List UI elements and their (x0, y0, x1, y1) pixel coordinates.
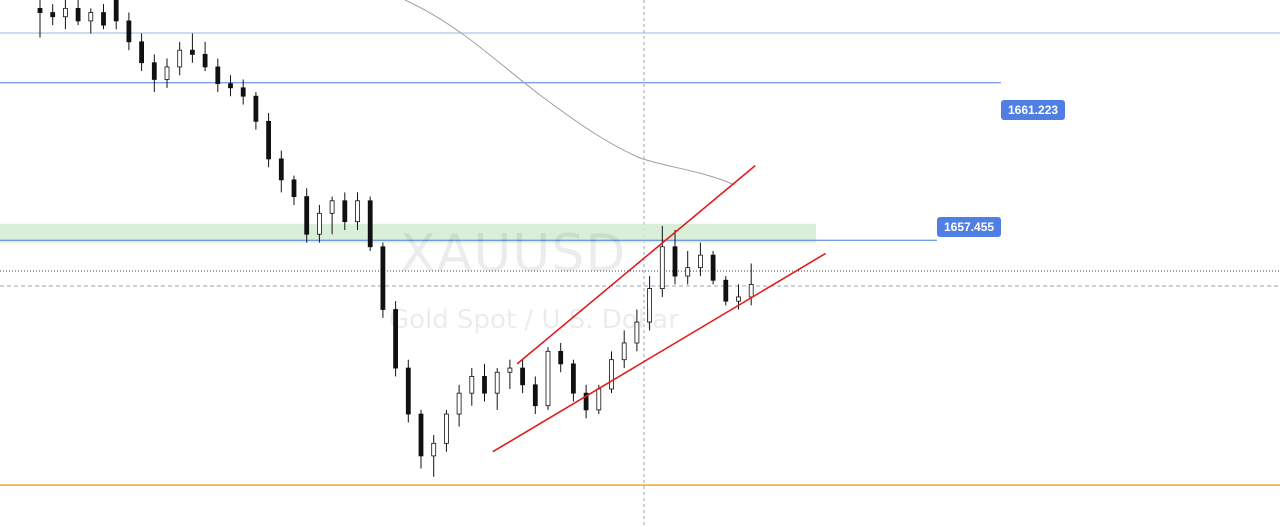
candle-body (189, 49, 195, 55)
channel-upper-line[interactable] (516, 165, 756, 365)
symbol-watermark: XAUUSD (400, 224, 627, 284)
candle-body (278, 158, 284, 181)
candle-body (558, 350, 564, 365)
candle-body (367, 200, 373, 248)
candle-body (723, 279, 729, 302)
candle-body (710, 254, 716, 281)
candle-body (355, 200, 360, 223)
candle-body (621, 342, 627, 361)
candle-body (520, 367, 525, 386)
candle-body (151, 62, 157, 80)
candle-body (672, 246, 678, 277)
candle-body (532, 384, 538, 407)
resistance-zone[interactable] (0, 223, 816, 243)
candle-body (431, 442, 437, 457)
candle-body (88, 12, 94, 22)
candle-body (266, 120, 272, 160)
candle-body (380, 246, 386, 310)
candle-body (545, 350, 551, 407)
candle-body (405, 367, 411, 415)
candle-body (443, 413, 449, 444)
candle-body (253, 95, 259, 122)
candle-body (240, 87, 246, 97)
candle-body (316, 212, 322, 235)
candlestick-series (37, 0, 754, 477)
candle-body (494, 371, 500, 394)
candle-body (393, 309, 399, 369)
candle-body (418, 413, 424, 457)
price-level-label-upper[interactable]: 1661.223 (1001, 100, 1066, 120)
channel-lower-line[interactable] (492, 252, 827, 453)
candle-body (75, 7, 81, 22)
candle-body (164, 66, 170, 80)
candle-body (139, 41, 145, 64)
candle-body (101, 12, 106, 26)
candle-body (685, 267, 691, 277)
candle-body (177, 49, 183, 68)
candle-body (63, 7, 68, 18)
candle-body (202, 53, 208, 68)
candle-body (126, 20, 132, 43)
candle-body (228, 83, 233, 89)
candle-body (37, 7, 43, 13)
candle-body (596, 388, 602, 411)
candle-body (113, 0, 119, 22)
candle-body (329, 200, 335, 214)
symbol-description-watermark: Gold Spot / U.S. Dollar (389, 305, 679, 335)
candle-body (736, 296, 741, 302)
candle-body (469, 376, 475, 394)
moving-average-line (404, 0, 736, 186)
candle-body (583, 392, 589, 411)
price-level-label-lower[interactable]: 1657.455 (937, 217, 1002, 237)
candle-body (456, 392, 462, 415)
candle-body (342, 200, 348, 223)
candle-body (698, 254, 703, 269)
candle-body (609, 359, 614, 390)
candle-body (482, 376, 487, 394)
candle-body (304, 196, 310, 235)
candle-body (215, 66, 221, 85)
candle-body (748, 284, 754, 298)
candle-body (507, 367, 513, 373)
candle-body (291, 179, 297, 197)
candle-body (647, 288, 652, 323)
candle-body (571, 363, 576, 394)
candle-body (50, 12, 56, 18)
candle-body (659, 246, 665, 289)
candle-body (634, 321, 640, 344)
